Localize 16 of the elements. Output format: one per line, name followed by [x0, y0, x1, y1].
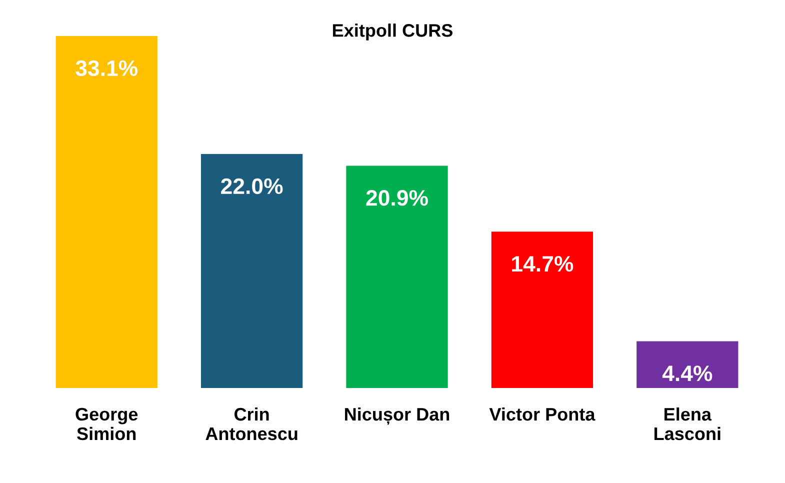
data-label: 14.7%	[512, 256, 574, 272]
data-label: 20.9%	[366, 190, 428, 206]
x-tick-label: Elena Lasconi	[654, 407, 720, 440]
x-tick-label: Nicușor Dan	[345, 407, 450, 425]
data-label: 22.0%	[221, 178, 283, 194]
bar	[636, 341, 738, 388]
bar	[200, 154, 303, 388]
x-tick-label: Crin Antonescu	[206, 407, 298, 440]
data-label: 4.4%	[662, 366, 712, 382]
chart-title: Exitpoll CURS	[333, 24, 452, 40]
x-tick-label: George Simion	[76, 408, 138, 440]
bar	[56, 36, 158, 388]
x-tick-label: Victor Ponta	[489, 407, 596, 421]
bar	[346, 166, 448, 388]
data-label: 33.1%	[76, 60, 138, 76]
bar	[491, 232, 594, 388]
